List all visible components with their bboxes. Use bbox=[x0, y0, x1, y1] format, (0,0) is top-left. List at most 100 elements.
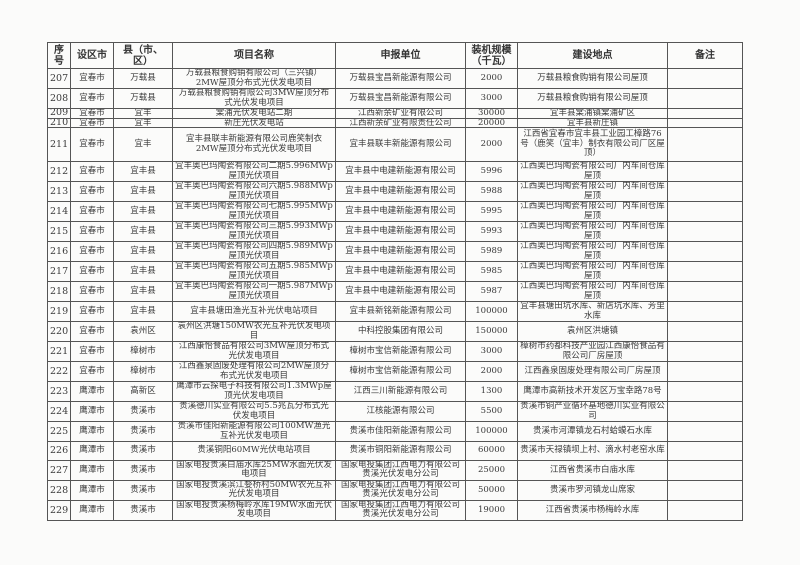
cell-city: 宜春市 bbox=[70, 221, 114, 242]
cell-note bbox=[667, 117, 743, 128]
cell-city: 宜春市 bbox=[70, 281, 114, 302]
cell-note bbox=[667, 441, 743, 461]
cell-capacity: 1300 bbox=[465, 381, 518, 402]
cell-applicant: 中科控股集团有限公司 bbox=[335, 321, 466, 342]
cell-location: 贵溪市铜产业循环基地德川实业有限公司 bbox=[517, 401, 668, 422]
cell-county: 万载县 bbox=[113, 88, 173, 109]
cell-county: 宜丰县 bbox=[113, 261, 173, 282]
cell-note bbox=[667, 241, 743, 262]
cell-note bbox=[667, 221, 743, 242]
cell-city: 鹰潭市 bbox=[70, 499, 114, 521]
cell-applicant: 国家电投集团江西电力有限公司贵溪光伏发电分公司 bbox=[335, 459, 466, 481]
cell-city: 宜春市 bbox=[70, 108, 114, 119]
cell-location: 江西鑫泉固废处理有限公司厂房屋顶 bbox=[517, 361, 668, 382]
cell-city: 宜春市 bbox=[70, 341, 114, 362]
cell-seq: 221 bbox=[47, 341, 71, 362]
cell-project: 宜丰县塘田渔光互补光伏电站项目 bbox=[172, 301, 336, 322]
cell-seq: 217 bbox=[47, 261, 71, 282]
cell-location: 江西省宜春市宜丰县工业园工樟路76号（鹿笑（宜丰）制衣有限公司厂区屋顶） bbox=[517, 127, 668, 162]
cell-seq: 218 bbox=[47, 281, 71, 302]
header-city: 设区市 bbox=[70, 42, 114, 69]
cell-seq: 228 bbox=[47, 479, 71, 501]
cell-seq: 210 bbox=[47, 117, 71, 128]
cell-seq: 215 bbox=[47, 221, 71, 242]
cell-seq: 209 bbox=[47, 108, 71, 119]
header-location: 建设地点 bbox=[517, 42, 668, 69]
cell-location: 江西省贵溪市杨梅岭水库 bbox=[517, 499, 668, 521]
cell-seq: 225 bbox=[47, 421, 71, 442]
cell-city: 宜春市 bbox=[70, 201, 114, 222]
cell-location: 江西省贵溪市白庙水库 bbox=[517, 459, 668, 481]
cell-location: 万载县粮食购销有限公司屋顶 bbox=[517, 88, 668, 109]
cell-city: 鹰潭市 bbox=[70, 459, 114, 481]
table-row: 223 鹰潭市 高新区 鹰潭市云探电子科技有限公司1.3MWp屋顶光伏发电项目 江西三川… bbox=[47, 381, 743, 402]
cell-seq: 222 bbox=[47, 361, 71, 382]
table-row: 216 宜春市 宜丰县 宜丰奥巴玛陶瓷有限公司四期5.989MWp屋顶光伏项目 宜丰县中… bbox=[47, 241, 743, 262]
cell-applicant: 樟树市宝信新能源有限公司 bbox=[335, 361, 466, 382]
cell-applicant: 宜丰县中电建新能源有限公司 bbox=[335, 221, 466, 242]
cell-note bbox=[667, 281, 743, 302]
cell-city: 宜春市 bbox=[70, 181, 114, 202]
cell-county: 宜丰县 bbox=[113, 181, 173, 202]
cell-project: 江西鑫泉固废处理有限公司2MW屋顶分布式光伏发电项目 bbox=[172, 361, 336, 382]
cell-location: 江西奥巴玛陶瓷有限公司厂内车间仓库屋顶 bbox=[517, 161, 668, 182]
cell-note bbox=[667, 88, 743, 109]
cell-capacity: 5985 bbox=[465, 261, 518, 282]
cell-applicant: 国家电投集团江西电力有限公司贵溪光伏发电分公司 bbox=[335, 479, 466, 501]
table-row: 212 宜春市 宜丰县 宜丰奥巴玛陶瓷有限公司二期5.996MWp屋顶光伏项目 宜丰县中… bbox=[47, 161, 743, 182]
cell-city: 宜春市 bbox=[70, 261, 114, 282]
cell-note bbox=[667, 108, 743, 119]
table-row: 229 鹰潭市 贵溪市 国家电投贵溪杨梅岭水库19MW水面光伏发电项目 国家电投集团江西… bbox=[47, 499, 743, 521]
cell-capacity: 5993 bbox=[465, 221, 518, 242]
cell-applicant: 宜丰县联丰新能源有限公司 bbox=[335, 127, 466, 162]
cell-project: 新庄光伏发电站 bbox=[172, 117, 336, 128]
table-row: 219 宜春市 宜丰县 宜丰县塘田渔光互补光伏电站项目 宜丰县新铭新能源有限公司 1000… bbox=[47, 301, 743, 322]
cell-seq: 227 bbox=[47, 459, 71, 481]
cell-capacity: 5996 bbox=[465, 161, 518, 182]
header-capacity: 装机规模（千瓦） bbox=[465, 42, 518, 69]
cell-capacity: 150000 bbox=[465, 321, 518, 342]
cell-note bbox=[667, 421, 743, 442]
table-row: 217 宜春市 宜丰县 宜丰奥巴玛陶瓷有限公司五期5.985MWp屋顶光伏项目 宜丰县中… bbox=[47, 261, 743, 282]
cell-county: 贵溪市 bbox=[113, 459, 173, 481]
cell-city: 宜春市 bbox=[70, 68, 114, 89]
table-row: 209 宜春市 宜丰 棠浦光伏发电站二期 江西新余矿业有限公司 30000 宜丰县棠浦镇棠浦… bbox=[47, 108, 743, 119]
cell-county: 贵溪市 bbox=[113, 479, 173, 501]
cell-location: 江西奥巴玛陶瓷有限公司厂内车间仓库屋顶 bbox=[517, 241, 668, 262]
cell-city: 宜春市 bbox=[70, 161, 114, 182]
cell-applicant: 宜丰县中电建新能源有限公司 bbox=[335, 181, 466, 202]
cell-project: 宜丰奥巴玛陶瓷有限公司一期5.987MWp屋顶光伏项目 bbox=[172, 281, 336, 302]
cell-city: 鹰潭市 bbox=[70, 479, 114, 501]
cell-project: 宜丰奥巴玛陶瓷有限公司六期5.988MWp屋顶光伏项目 bbox=[172, 181, 336, 202]
cell-county: 贵溪市 bbox=[113, 441, 173, 461]
cell-seq: 208 bbox=[47, 88, 71, 109]
cell-note bbox=[667, 161, 743, 182]
cell-project: 国家电投贵溪杨梅岭水库19MW水面光伏发电项目 bbox=[172, 499, 336, 521]
cell-applicant: 宜丰县中电建新能源有限公司 bbox=[335, 201, 466, 222]
cell-seq: 220 bbox=[47, 321, 71, 342]
cell-applicant: 江西新余矿业有限公司 bbox=[335, 108, 466, 119]
cell-seq: 223 bbox=[47, 381, 71, 402]
cell-seq: 214 bbox=[47, 201, 71, 222]
header-county: 县（市、区） bbox=[113, 42, 173, 69]
cell-city: 宜春市 bbox=[70, 361, 114, 382]
table-row: 228 鹰潭市 贵溪市 国家电投贵溪滨江婺桥村50MW农光互补光伏发电项目 国家电投集团… bbox=[47, 479, 743, 501]
cell-capacity: 100000 bbox=[465, 421, 518, 442]
cell-location: 江西奥巴玛陶瓷有限公司厂内车间仓库屋顶 bbox=[517, 201, 668, 222]
cell-note bbox=[667, 499, 743, 521]
table-row: 210 宜春市 宜丰 新庄光伏发电站 江西新余矿业有限责任公司 20000 宜丰县新庄镇 bbox=[47, 117, 743, 128]
header-row: 序号 设区市 县（市、区） 项目名称 申报单位 装机规模（千瓦） 建设地点 备注 bbox=[47, 42, 743, 69]
cell-applicant: 万载县宝昌新能源有限公司 bbox=[335, 68, 466, 89]
cell-location: 宜丰县塘田坑水库、新店坑水库、芳里水库 bbox=[517, 301, 668, 322]
cell-location: 贵溪市罗河镇龙山席家 bbox=[517, 479, 668, 501]
cell-city: 鹰潭市 bbox=[70, 441, 114, 461]
cell-capacity: 60000 bbox=[465, 441, 518, 461]
cell-applicant: 贵溪市佳阳新能源有限公司 bbox=[335, 421, 466, 442]
cell-project: 宜丰奥巴玛陶瓷有限公司四期5.989MWp屋顶光伏项目 bbox=[172, 241, 336, 262]
cell-capacity: 5988 bbox=[465, 181, 518, 202]
cell-capacity: 30000 bbox=[465, 108, 518, 119]
cell-location: 江西奥巴玛陶瓷有限公司厂内车间仓库屋顶 bbox=[517, 181, 668, 202]
cell-seq: 213 bbox=[47, 181, 71, 202]
cell-project: 贵溪市佳阳新能源有限公司100MW渔光互补光伏发电项目 bbox=[172, 421, 336, 442]
cell-county: 贵溪市 bbox=[113, 499, 173, 521]
